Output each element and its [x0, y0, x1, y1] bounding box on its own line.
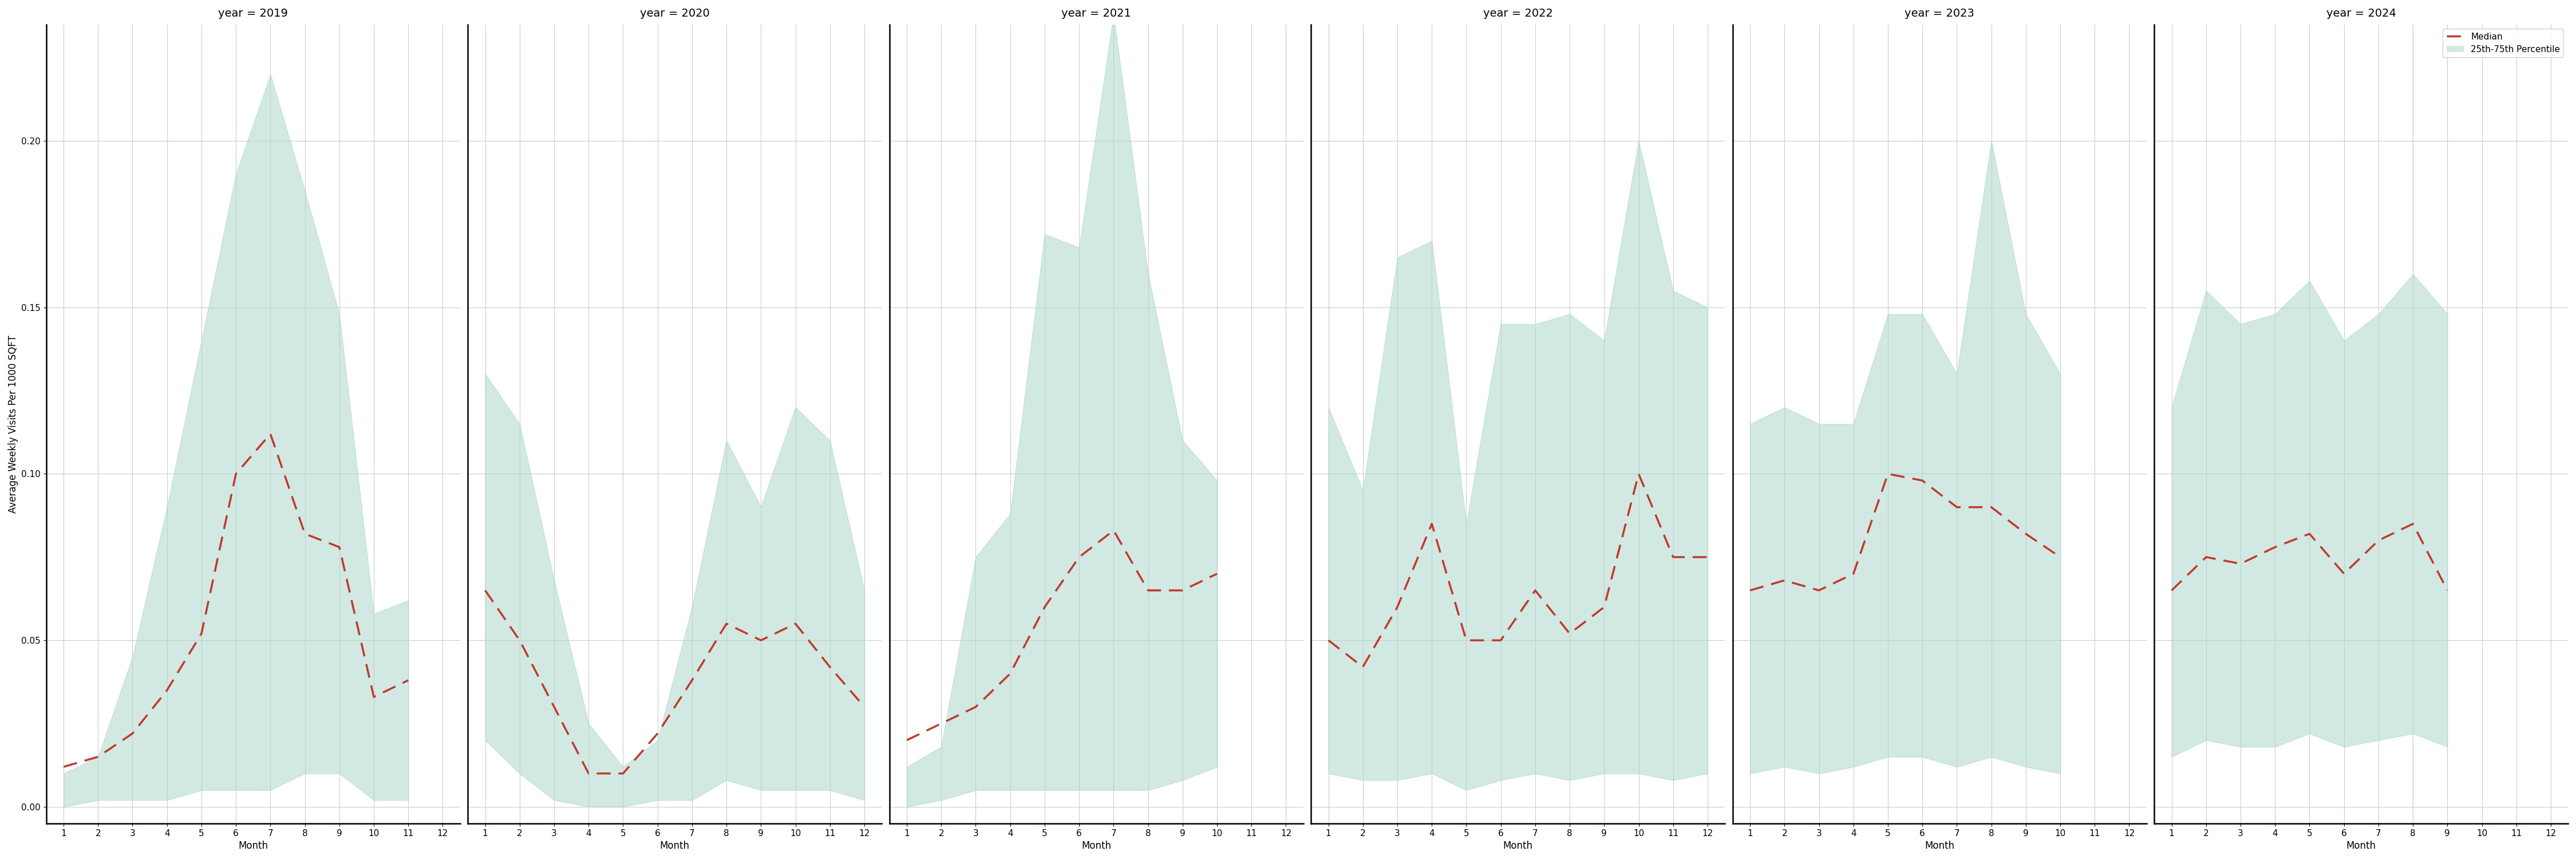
Title: year = 2019: year = 2019	[219, 8, 289, 19]
X-axis label: Month: Month	[2347, 841, 2375, 851]
Legend: Median, 25th-75th Percentile: Median, 25th-75th Percentile	[2442, 29, 2563, 58]
X-axis label: Month: Month	[1082, 841, 1110, 851]
X-axis label: Month: Month	[1504, 841, 1533, 851]
Y-axis label: Average Weekly Visits Per 1000 SQFT: Average Weekly Visits Per 1000 SQFT	[8, 335, 18, 513]
Title: year = 2024: year = 2024	[2326, 8, 2396, 19]
X-axis label: Month: Month	[1924, 841, 1955, 851]
X-axis label: Month: Month	[659, 841, 690, 851]
Title: year = 2020: year = 2020	[639, 8, 708, 19]
X-axis label: Month: Month	[237, 841, 268, 851]
Title: year = 2021: year = 2021	[1061, 8, 1131, 19]
Title: year = 2022: year = 2022	[1484, 8, 1553, 19]
Title: year = 2023: year = 2023	[1904, 8, 1973, 19]
